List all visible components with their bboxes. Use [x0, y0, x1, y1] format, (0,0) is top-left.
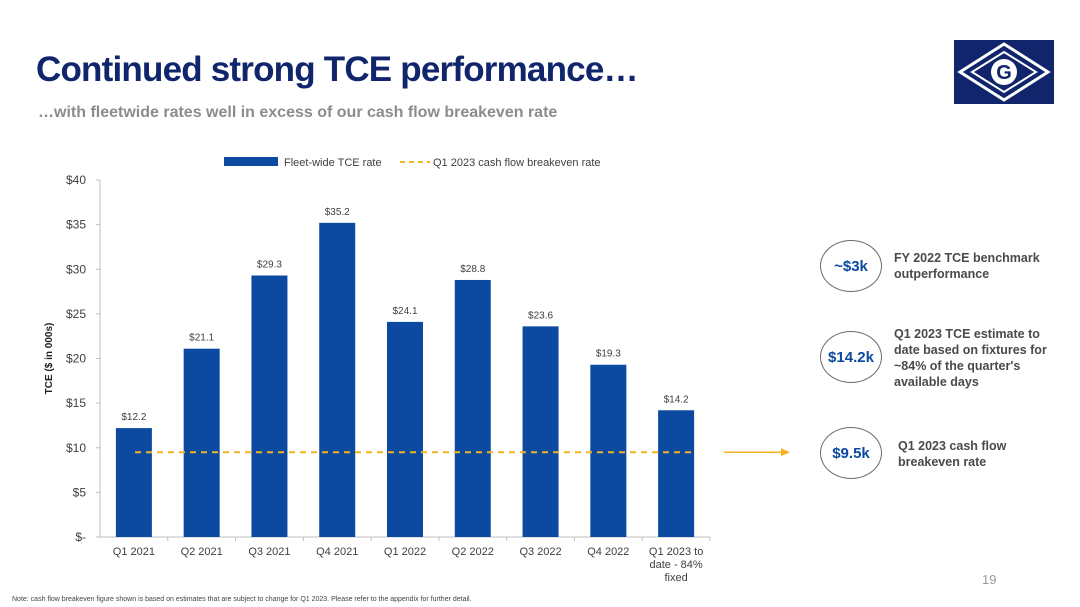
g-diamond-logo-icon: G	[954, 40, 1054, 104]
y-tick-label: $20	[66, 352, 86, 366]
y-tick-label: $-	[75, 530, 86, 544]
x-tick-label: Q4 2021	[316, 546, 358, 558]
x-tick-label: Q2 2021	[181, 546, 223, 558]
bar	[658, 410, 695, 537]
page-title: Continued strong TCE performance…	[36, 50, 638, 89]
legend-swatch-tce	[224, 157, 278, 166]
page-number: 19	[982, 572, 997, 587]
bar	[387, 321, 423, 537]
callout-breakeven-text: Q1 2023 cash flow breakeven rate	[898, 439, 1007, 469]
x-tick-label-line: Q1 2023 to	[649, 546, 703, 558]
tce-bar-chart: $- $5 $10 $15 $20 $25 $30 $35 $40 TCE ($ in 000s)…	[44, 157, 790, 584]
data-label: $14.2	[664, 394, 689, 405]
callout-benchmark-circle: ~$3k	[820, 240, 882, 292]
y-tick-label: $35	[66, 218, 86, 232]
page-subtitle: …with fleetwide rates well in excess of …	[38, 104, 558, 121]
bar	[319, 222, 356, 537]
legend-label-tce: Fleet-wide TCE rate	[284, 157, 382, 169]
x-tick-label: Q4 2022	[587, 546, 629, 558]
bar	[115, 428, 152, 537]
callout-benchmark-text: FY 2022 TCE benchmark outperformance	[894, 251, 1040, 281]
callout-estimate-circle: $14.2k	[820, 331, 882, 383]
data-label: $24.1	[392, 306, 417, 317]
y-tick-label: $10	[66, 441, 86, 455]
y-tick-label: $30	[66, 262, 86, 276]
x-tick-label: Q2 2022	[452, 546, 494, 558]
x-tick-label-line: date - 84%	[650, 559, 703, 571]
y-tick-label: $40	[66, 173, 86, 187]
x-tick-label: Q3 2022	[519, 546, 561, 558]
data-label: $21.1	[189, 333, 214, 344]
y-axis-label: TCE ($ in 000s)	[44, 323, 55, 395]
callout-estimate-text: Q1 2023 TCE estimate to date based on fi…	[894, 327, 1047, 389]
y-tick-label: $15	[66, 396, 86, 410]
bar	[251, 275, 288, 537]
bar	[183, 348, 220, 537]
y-tick-label: $5	[73, 485, 87, 499]
data-label: $12.2	[121, 412, 146, 423]
data-label: $29.3	[257, 259, 282, 270]
data-label: $19.3	[596, 349, 621, 360]
callout-estimate-value: $14.2k	[828, 348, 874, 366]
footnote: Note: cash flow breakeven figure shown i…	[12, 596, 472, 603]
data-label: $23.6	[528, 310, 553, 321]
legend-label-breakeven: Q1 2023 cash flow breakeven rate	[433, 157, 601, 169]
bar	[454, 279, 491, 537]
data-label: $35.2	[325, 207, 350, 218]
x-tick-label: Q1 2022	[384, 546, 426, 558]
x-tick-label: Q3 2021	[248, 546, 290, 558]
data-label: $28.8	[460, 264, 485, 275]
logo-letter: G	[996, 62, 1012, 84]
callout-breakeven-value: $9.5k	[832, 444, 870, 462]
breakeven-arrow-head	[781, 448, 790, 457]
callout-benchmark-value: ~$3k	[834, 257, 868, 275]
callout-breakeven-circle: $9.5k	[820, 427, 882, 479]
y-tick-label: $25	[66, 307, 86, 321]
bar	[522, 326, 559, 537]
x-tick-label-line: fixed	[664, 572, 687, 584]
bar	[590, 364, 627, 537]
x-tick-label: Q1 2021	[113, 546, 155, 558]
